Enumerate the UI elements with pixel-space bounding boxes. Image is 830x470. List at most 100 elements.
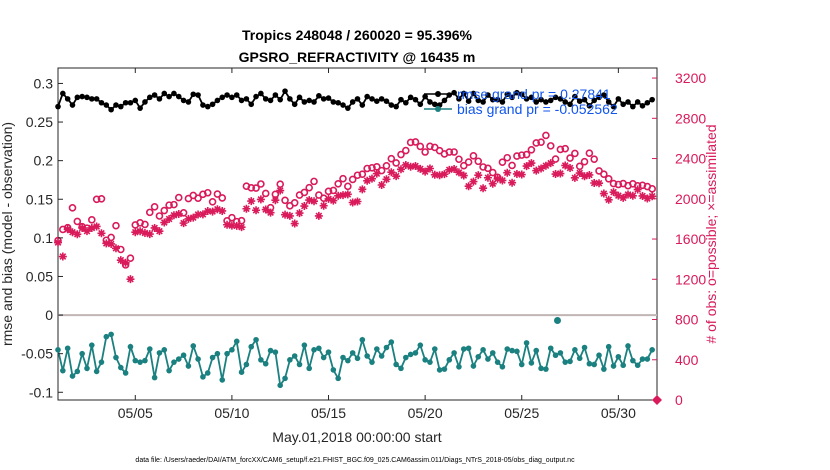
assimilated-count-point	[556, 169, 565, 178]
rmse-point	[233, 92, 240, 98]
possible-count-point	[561, 144, 570, 153]
possible-count-point	[257, 180, 265, 188]
rmse-point	[325, 95, 332, 101]
possible-count-point	[194, 194, 202, 202]
assimilated-count-point	[97, 229, 106, 238]
possible-count-point	[348, 175, 357, 184]
assimilated-count-point	[237, 223, 246, 232]
possible-count-point	[377, 166, 386, 175]
y-right-tick-label: 2400	[675, 151, 706, 167]
possible-count-point	[532, 139, 541, 147]
possible-count-point	[397, 150, 405, 159]
legend-bias-label: bias grand pr = -0.052562	[457, 101, 618, 117]
possible-count-point	[92, 195, 101, 204]
rmse-point	[625, 99, 631, 105]
rmse-point	[117, 103, 124, 110]
possible-count-point	[324, 187, 333, 196]
possible-count-point	[609, 179, 618, 188]
bias-point	[190, 343, 197, 349]
rmse-point	[417, 101, 424, 108]
assimilated-count-point	[445, 165, 454, 174]
rmse-point	[137, 105, 143, 111]
y-tick-label: 0.25	[26, 114, 53, 130]
rmse-point	[649, 96, 655, 103]
bias-point	[431, 346, 438, 352]
possible-count-point	[503, 153, 512, 162]
rmse-point	[132, 97, 139, 104]
assimilated-count-point	[266, 208, 275, 217]
rmse-point	[610, 103, 617, 110]
bias-point	[98, 359, 105, 365]
bias-series	[55, 331, 655, 389]
rmse-point	[359, 102, 366, 108]
assimilated-count-point	[102, 239, 111, 248]
assimilated-count-point	[633, 185, 642, 194]
rmse-point	[523, 96, 530, 102]
assimilated-count-point	[107, 239, 116, 248]
bias-point	[316, 345, 322, 352]
rmse-point	[64, 96, 71, 102]
rmse-point	[103, 102, 110, 108]
assimilated-count-point	[648, 192, 657, 201]
possible-count-point	[252, 184, 260, 192]
rmse-point	[204, 103, 211, 110]
rmse-point	[79, 93, 85, 100]
assimilated-count-point	[464, 182, 473, 191]
bias-point	[233, 338, 240, 345]
rmse-point	[581, 96, 588, 103]
rmse-point	[514, 89, 520, 96]
assimilated-count-point	[314, 211, 323, 220]
assimilated-count-point	[223, 220, 232, 229]
assimilated-count-point	[165, 215, 174, 224]
bias-point	[330, 367, 337, 373]
assimilated-count-point	[339, 191, 348, 200]
rmse-point	[320, 96, 327, 102]
assimilated-count-point	[218, 206, 227, 215]
bias-point	[345, 357, 351, 364]
y-right-axis-label: # of obs: o=possible; ×=assimilated	[703, 124, 719, 343]
assimilated-count-point	[329, 196, 338, 205]
possible-count-point	[141, 220, 149, 229]
assimilated-count-point	[136, 227, 145, 236]
possible-count-point	[358, 170, 367, 178]
assimilated-count-point	[310, 197, 319, 206]
rmse-point	[98, 99, 105, 106]
bias-point	[518, 361, 525, 368]
possible-count-point	[305, 183, 313, 192]
rmse-point	[89, 96, 95, 102]
rmse-point	[460, 90, 467, 97]
assimilated-count-point	[145, 230, 154, 239]
rmse-point	[518, 91, 525, 98]
assimilated-count-point	[396, 165, 405, 174]
assimilated-count-point	[324, 194, 333, 203]
bias-point	[581, 344, 588, 351]
assimilated-count-point	[619, 193, 628, 202]
bias-point	[369, 359, 375, 365]
plot-area	[57, 67, 658, 401]
rmse-point	[533, 99, 540, 105]
assimilated-count-point	[256, 195, 265, 204]
bias-point	[195, 356, 201, 362]
assimilated-count-point	[276, 186, 285, 195]
bias-point	[576, 355, 583, 362]
rmse-point	[311, 99, 317, 105]
bias-point	[267, 347, 274, 354]
rmse-point	[146, 94, 153, 101]
bias-point	[69, 373, 76, 379]
possible-count-point	[339, 174, 347, 183]
assimilated-count-point	[411, 161, 420, 170]
rmse-point	[586, 103, 593, 109]
bias-point	[146, 346, 153, 352]
rmse-point	[277, 96, 284, 103]
rmse-point	[538, 96, 544, 103]
x-tick-label: 05/20	[408, 405, 443, 421]
rmse-point	[171, 90, 177, 97]
assimilated-count-point	[78, 223, 87, 232]
chart-subtitle: GPSRO_REFRACTIVITY @ 16435 m	[239, 49, 476, 65]
rmse-point	[306, 97, 312, 104]
bias-point	[156, 350, 163, 356]
possible-count-point	[421, 148, 429, 156]
rmse-point	[552, 94, 559, 101]
assimilated-count-point	[150, 223, 159, 232]
rmse-point	[243, 96, 250, 102]
